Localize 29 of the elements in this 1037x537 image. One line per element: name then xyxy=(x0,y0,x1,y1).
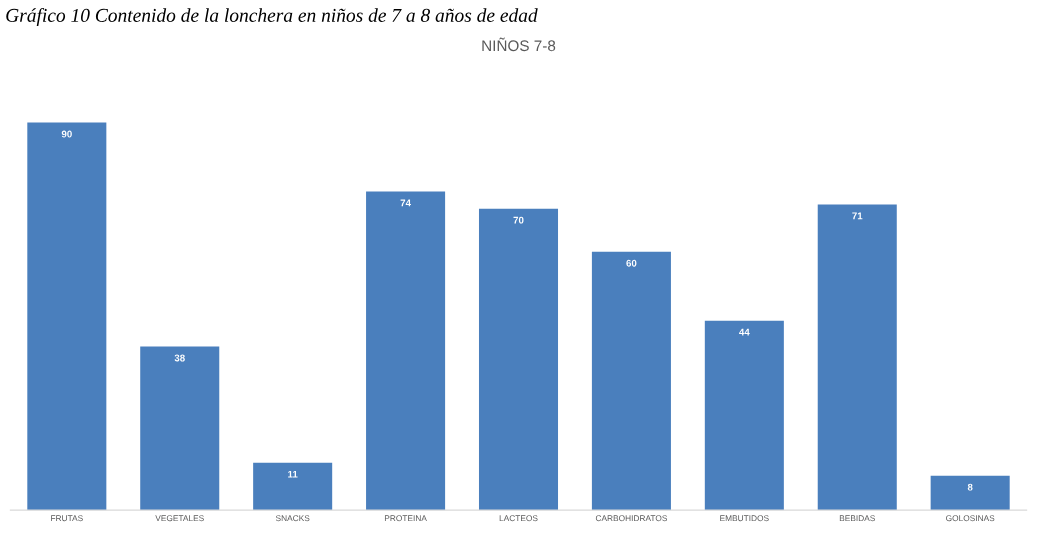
x-tick-label: LACTEOS xyxy=(499,515,538,522)
x-tick-label: EMBUTIDOS xyxy=(720,515,769,522)
x-tick-label: GOLOSINAS xyxy=(946,515,995,522)
bar xyxy=(478,208,559,511)
chart-title: NIÑOS 7-8 xyxy=(482,37,556,52)
data-label: 74 xyxy=(400,199,411,207)
bar xyxy=(253,462,333,511)
x-tick-label: BEBIDAS xyxy=(839,515,875,522)
x-tick-label: SNACKS xyxy=(275,515,310,522)
data-label: 11 xyxy=(288,470,298,478)
data-label: 90 xyxy=(61,130,72,138)
bar xyxy=(817,204,897,511)
x-tick-label: PROTEINA xyxy=(384,515,427,522)
bar xyxy=(704,320,784,511)
data-label: 71 xyxy=(852,212,863,220)
bar xyxy=(366,191,446,511)
bar xyxy=(930,475,1010,511)
data-label: 38 xyxy=(174,354,185,362)
data-label: 60 xyxy=(626,259,637,267)
x-tick-label: FRUTAS xyxy=(51,515,83,522)
bar xyxy=(140,346,220,511)
bar xyxy=(591,251,671,511)
data-label: 44 xyxy=(739,328,750,336)
bar xyxy=(27,122,107,511)
data-label: 70 xyxy=(513,216,524,224)
data-label: 8 xyxy=(967,483,973,491)
x-tick-label: VEGETALES xyxy=(155,515,204,522)
text: Gráfico 10 Contenido de la lonchera en niños de 7 a 8 años de edad xyxy=(6,8,538,26)
x-tick-label: CARBOHIDRATOS xyxy=(595,515,667,522)
